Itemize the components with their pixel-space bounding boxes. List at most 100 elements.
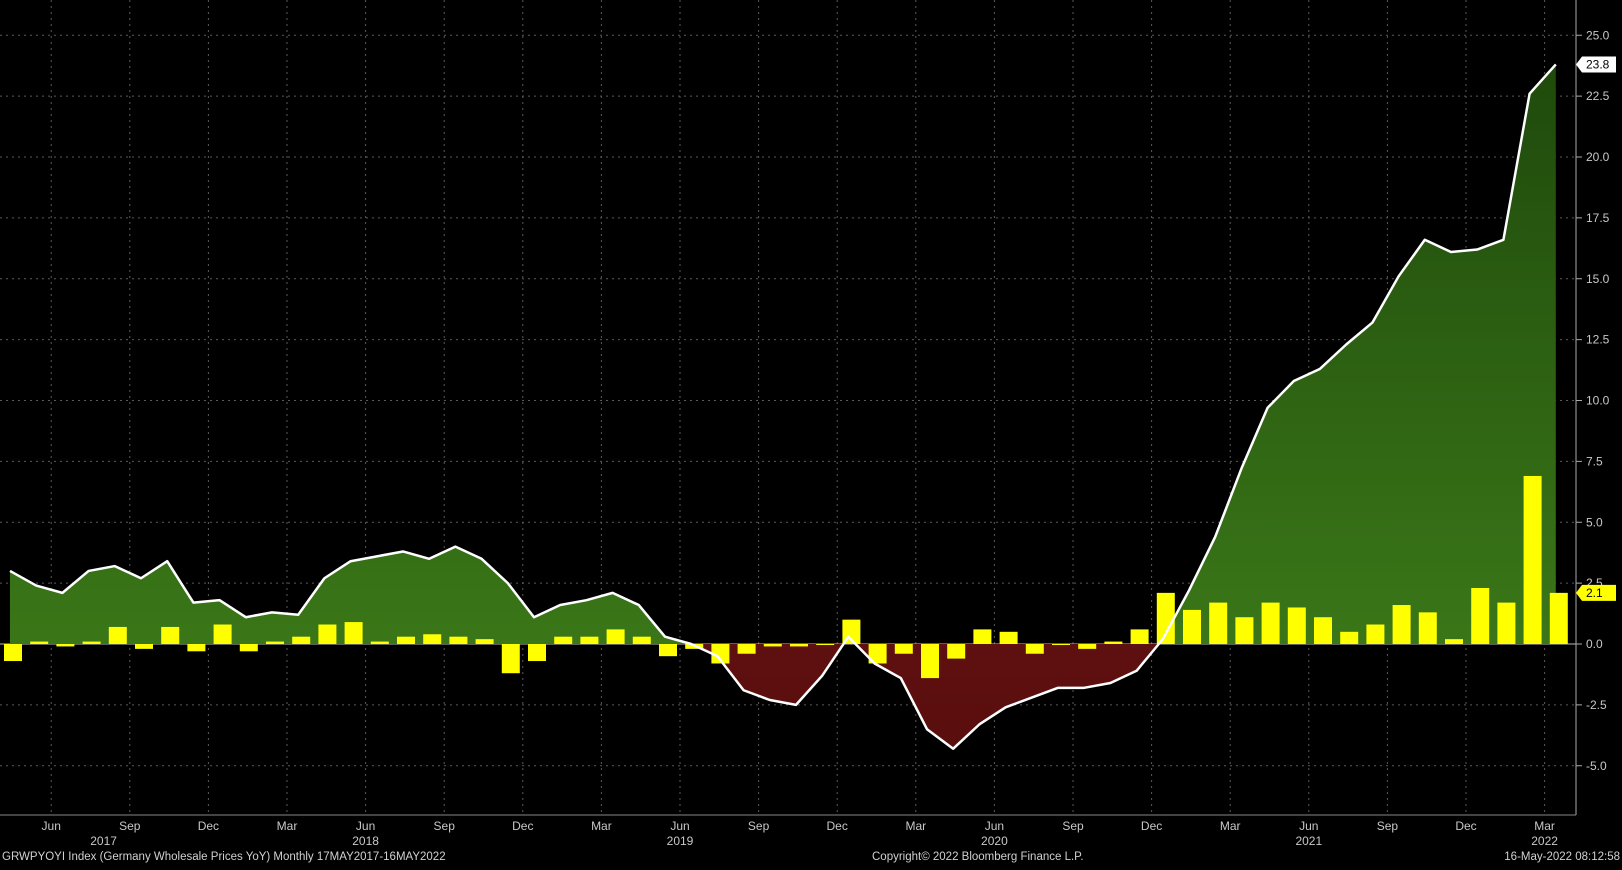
x-year-label: 2019 bbox=[667, 834, 694, 848]
bar bbox=[1392, 605, 1411, 644]
bar bbox=[187, 644, 206, 652]
area-fills bbox=[10, 64, 1556, 749]
bar bbox=[1183, 609, 1201, 644]
x-tick-label: Jun bbox=[356, 819, 375, 833]
bar bbox=[1549, 592, 1568, 644]
x-tick-label: Dec bbox=[198, 819, 219, 833]
y-tick-label: 15.0 bbox=[1586, 272, 1610, 286]
x-tick-label: Jun bbox=[670, 819, 689, 833]
footer-center: Copyright© 2022 Bloomberg Finance L.P. bbox=[872, 851, 1084, 863]
y-tick-label: 5.0 bbox=[1586, 515, 1603, 529]
bar bbox=[1104, 641, 1123, 644]
x-tick-label: Mar bbox=[277, 819, 298, 833]
x-tick-label: Sep bbox=[434, 819, 456, 833]
y-tick-label: 22.5 bbox=[1586, 89, 1610, 103]
bar bbox=[763, 644, 782, 647]
x-tick-label: Mar bbox=[1534, 819, 1555, 833]
bar bbox=[108, 626, 127, 644]
last-value-line-text: 23.8 bbox=[1586, 57, 1610, 71]
bar bbox=[318, 624, 337, 644]
bar bbox=[1366, 624, 1385, 644]
last-value-line: 23.8 bbox=[1576, 56, 1616, 73]
x-tick-label: Dec bbox=[512, 819, 533, 833]
y-tick-label: 25.0 bbox=[1586, 28, 1610, 42]
bar bbox=[1314, 617, 1332, 644]
bar bbox=[554, 636, 573, 644]
y-axis: 25.022.520.017.515.012.510.07.55.02.50.0… bbox=[1575, 0, 1616, 815]
bar bbox=[632, 636, 651, 644]
x-axis: Jun Sep Dec Mar Jun Sep Dec Mar Jun Sep Dec Mar Jun S… bbox=[0, 814, 1576, 848]
x-tick-label: Jun bbox=[1299, 819, 1318, 833]
bar bbox=[606, 629, 625, 644]
bar bbox=[973, 629, 992, 644]
bar bbox=[344, 622, 363, 644]
bar bbox=[1235, 617, 1254, 644]
positive-area bbox=[10, 64, 1556, 644]
bar bbox=[239, 644, 258, 652]
last-value-bar-box bbox=[1576, 584, 1616, 601]
bar bbox=[1418, 612, 1437, 644]
bar bbox=[1209, 602, 1228, 644]
x-tick-label: Sep bbox=[119, 819, 141, 833]
bar bbox=[397, 636, 415, 644]
bar bbox=[266, 641, 284, 644]
bar bbox=[790, 644, 808, 647]
y-tick-label: 12.5 bbox=[1586, 333, 1610, 347]
bar bbox=[1025, 644, 1044, 654]
bar bbox=[370, 641, 389, 644]
bar bbox=[737, 644, 756, 654]
x-tick-label: Sep bbox=[1377, 819, 1399, 833]
bar bbox=[1052, 644, 1070, 645]
x-tick-label: Jun bbox=[985, 819, 1004, 833]
x-year-label: 2018 bbox=[352, 834, 379, 848]
bar bbox=[475, 639, 494, 644]
bar bbox=[56, 644, 75, 647]
negative-area bbox=[10, 644, 1556, 749]
y-tick-label: 20.0 bbox=[1586, 150, 1610, 164]
footer-left: GRWPYOYI Index (Germany Wholesale Prices… bbox=[2, 851, 446, 863]
bar bbox=[1287, 607, 1306, 644]
bar bbox=[1340, 631, 1359, 644]
bar bbox=[921, 644, 939, 679]
bar bbox=[1261, 602, 1280, 644]
bar bbox=[292, 636, 311, 644]
x-tick-label: Dec bbox=[1455, 819, 1476, 833]
x-year-label: 2020 bbox=[981, 834, 1008, 848]
x-year-label: 2017 bbox=[90, 834, 117, 848]
x-tick-label: Mar bbox=[1220, 819, 1241, 833]
bar bbox=[659, 644, 677, 657]
y-tick-label: 17.5 bbox=[1586, 211, 1610, 225]
bar bbox=[1497, 602, 1516, 644]
bar bbox=[161, 626, 180, 644]
bar bbox=[1471, 587, 1490, 644]
x-tick-label: Dec bbox=[827, 819, 848, 833]
bar bbox=[1445, 639, 1463, 644]
bar bbox=[423, 634, 442, 644]
bar bbox=[580, 636, 599, 644]
x-tick-label: Jun bbox=[42, 819, 61, 833]
bar bbox=[30, 641, 49, 644]
bar bbox=[213, 624, 232, 644]
last-value-bar: 2.1 bbox=[1576, 584, 1616, 601]
bar bbox=[82, 641, 101, 644]
bar bbox=[4, 644, 22, 662]
bar bbox=[1523, 475, 1542, 644]
bar bbox=[868, 644, 887, 664]
y-tick-label: -5.0 bbox=[1586, 759, 1607, 773]
bar bbox=[449, 636, 468, 644]
bar bbox=[528, 644, 546, 662]
x-year-label: 2021 bbox=[1295, 834, 1322, 848]
bar bbox=[501, 644, 520, 674]
footer-right: 16-May-2022 08:12:58 bbox=[1504, 851, 1620, 863]
bar-series bbox=[4, 475, 1568, 679]
footer: GRWPYOYI Index (Germany Wholesale Prices… bbox=[2, 851, 1620, 863]
last-value-bar-text: 2.1 bbox=[1586, 586, 1603, 600]
bar bbox=[711, 644, 730, 664]
series-line bbox=[9, 63, 1557, 750]
last-value-line-box bbox=[1576, 56, 1616, 73]
y-tick-label: -2.5 bbox=[1586, 698, 1607, 712]
y-tick-label: 7.5 bbox=[1586, 454, 1603, 468]
bar bbox=[816, 644, 835, 645]
